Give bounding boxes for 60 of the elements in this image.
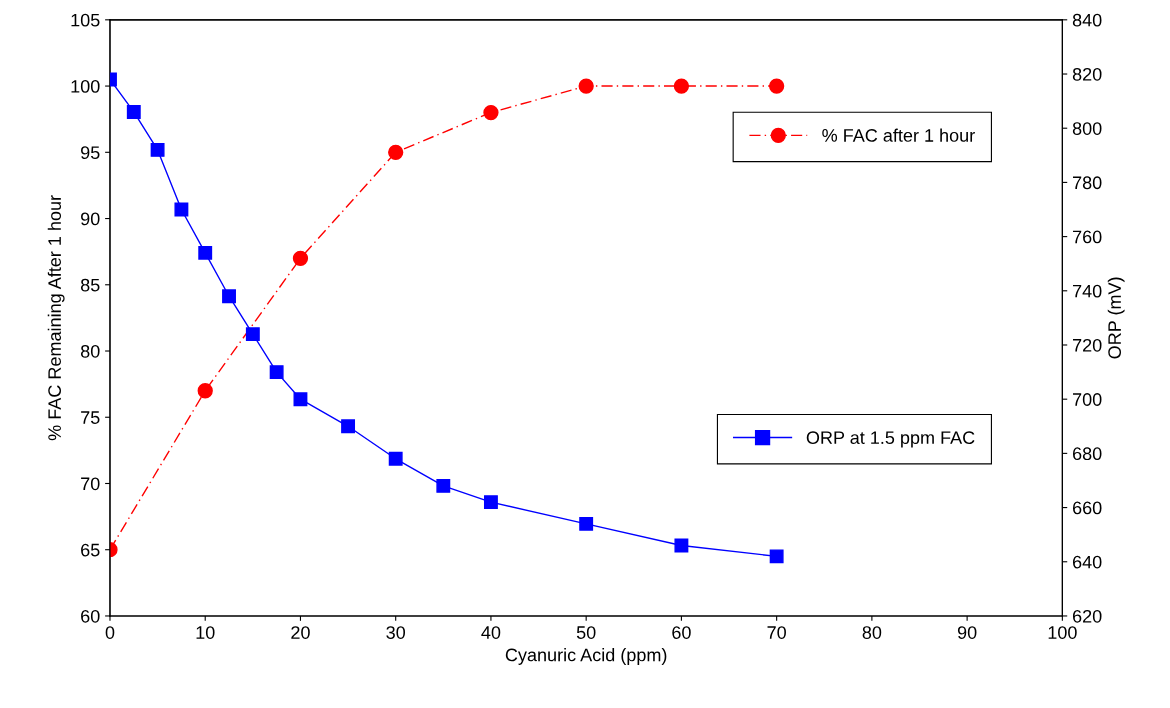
y2-tick-label: 780: [1073, 176, 1102, 190]
y2-tick-label: 660: [1073, 501, 1102, 515]
y-tick-label: 90: [81, 212, 100, 226]
point: [673, 78, 690, 94]
point: [222, 289, 236, 304]
x-tick-label: 70: [767, 626, 786, 639]
y2-tick-label: 840: [1072, 13, 1102, 27]
point: [388, 451, 403, 466]
x-tick-label: 20: [291, 626, 310, 639]
y-tick-label: 60: [81, 609, 100, 623]
point: [674, 538, 689, 553]
point: [769, 78, 785, 94]
x-tick-label: 30: [386, 626, 406, 639]
y-tick-label: 65: [81, 543, 100, 557]
point: [293, 392, 308, 407]
x-tick-label: 90: [957, 626, 977, 639]
x-tick-label: 100: [1048, 626, 1077, 639]
y2-tick-label: 820: [1072, 67, 1102, 81]
y-tick-label: 80: [80, 344, 100, 358]
x-tick-label: 0: [105, 626, 115, 639]
y2-tick-label: 700: [1073, 393, 1102, 406]
y2-tick-label: 640: [1073, 555, 1102, 569]
point: [341, 419, 356, 434]
y2-tick-label: 680: [1073, 447, 1102, 461]
point: [126, 105, 141, 119]
legend-label: % FAC after 1 hour: [822, 128, 975, 142]
legend-label: ORP at 1.5 ppm FAC: [806, 431, 975, 448]
y-tick-label: 85: [80, 278, 100, 292]
point: [388, 144, 404, 160]
point: [292, 250, 309, 266]
y2-tick-label: 720: [1073, 338, 1102, 352]
point: [150, 142, 165, 157]
y-tick-label: 105: [71, 13, 100, 27]
point: [578, 78, 594, 94]
y-tick-label: 70: [81, 477, 100, 491]
y2-tick-label: 760: [1073, 230, 1102, 244]
point: [245, 327, 260, 342]
x-tick-label: 60: [672, 626, 691, 639]
x-tick-label: 10: [196, 626, 215, 639]
y2-tick-label: 620: [1073, 609, 1102, 623]
y2-tick-label: 740: [1073, 284, 1102, 298]
point: [269, 365, 284, 380]
x-axis-title: Cyanuric Acid (ppm): [505, 648, 667, 665]
point: [197, 383, 213, 399]
point: [198, 245, 213, 260]
point: [579, 516, 594, 531]
point: [436, 478, 451, 493]
point: [174, 202, 189, 217]
point: [483, 495, 498, 510]
y2-tick-label: 800: [1072, 122, 1102, 135]
x-tick-label: 50: [576, 626, 596, 639]
y-tick-label: 95: [81, 146, 100, 160]
point: [769, 549, 784, 564]
y-axis-title: % FAC Remaining After 1 hour: [47, 195, 65, 441]
y2-axis-title: ORP (mV): [1107, 277, 1125, 359]
y-tick-label: 100: [71, 80, 100, 93]
point: [483, 104, 499, 121]
y-tick-label: 75: [81, 411, 100, 424]
x-tick-label: 80: [862, 626, 882, 639]
x-tick-label: 40: [481, 626, 501, 639]
